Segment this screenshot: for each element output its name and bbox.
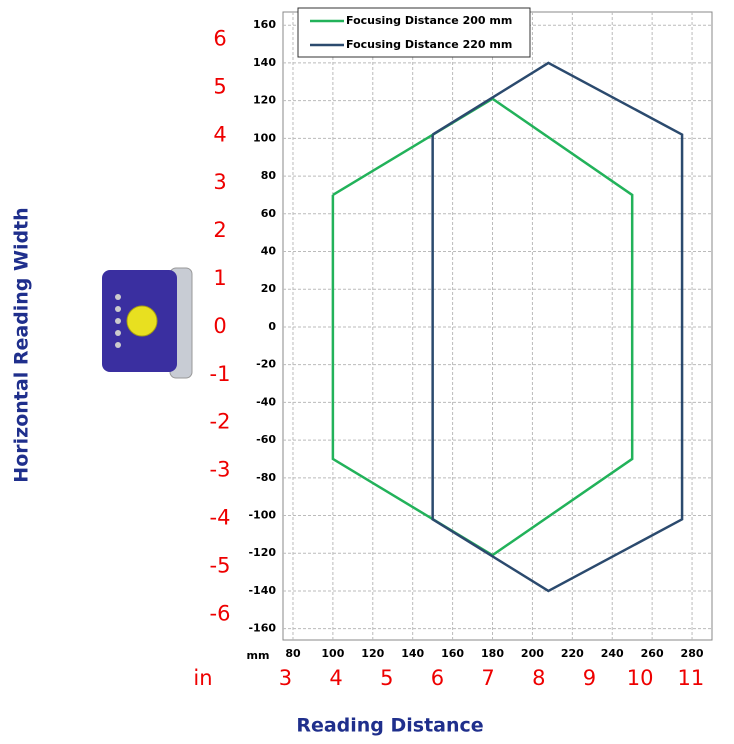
y-tick-label: 100	[253, 131, 276, 144]
x-inch-tick-label: 9	[583, 666, 596, 690]
y-tick-label: 0	[268, 320, 276, 333]
y-inch-tick-label: 2	[213, 218, 226, 242]
y-tick-label: -100	[248, 509, 276, 522]
x-inch-tick-label: 11	[677, 666, 704, 690]
y-inch-tick-label: 4	[213, 122, 226, 146]
x-inch-tick-label: 3	[279, 666, 292, 690]
y-tick-label: -140	[248, 584, 276, 597]
x-tick-label: 120	[361, 647, 384, 660]
y-tick-label: -20	[256, 358, 276, 371]
x-tick-label: 160	[441, 647, 464, 660]
legend-box	[297, 7, 531, 58]
plot-area	[282, 11, 713, 641]
series-line	[431, 61, 684, 593]
x-axis-title: Reading Distance	[296, 715, 483, 737]
y-inch-tick-label: -4	[210, 506, 231, 530]
x-tick-label: 180	[481, 647, 504, 660]
y-tick-label: 120	[253, 94, 276, 107]
y-tick-label: 60	[261, 207, 277, 220]
y-inch-tick-label: -2	[210, 410, 231, 434]
y-inch-tick-label: -5	[210, 553, 231, 577]
y-inch-tick-label: 3	[213, 170, 226, 194]
y-inch-tick-label: -1	[210, 362, 231, 386]
y-tick-label: 20	[261, 282, 277, 295]
y-tick-label: 40	[261, 245, 277, 258]
y-tick-label: 140	[253, 56, 276, 69]
x-inch-tick-label: 5	[380, 666, 393, 690]
x-tick-label: 140	[401, 647, 424, 660]
x-tick-label: 80	[285, 647, 301, 660]
y-inch-tick-label: 6	[213, 27, 226, 51]
y-inch-tick-label: 1	[213, 266, 226, 290]
x-tick-label: 200	[521, 647, 544, 660]
y-tick-label: 160	[253, 18, 276, 31]
device-icon	[102, 267, 193, 379]
y-tick-label: -160	[248, 622, 276, 635]
x-tick-label: 100	[321, 647, 344, 660]
y-tick-label: -60	[256, 433, 276, 446]
x-tick-label: 240	[601, 647, 624, 660]
x-tick-label: 220	[561, 647, 584, 660]
y-inch-tick-label: 5	[213, 74, 226, 98]
x-inch-tick-label: 8	[532, 666, 545, 690]
x-inch-tick-label: 6	[431, 666, 444, 690]
x-inch-tick-label: 10	[627, 666, 654, 690]
legend-label: Focusing Distance 200 mm	[346, 14, 512, 27]
y-axis-title: Horizontal Reading Width	[11, 207, 33, 482]
y-inch-tick-label: -6	[210, 601, 231, 625]
y-tick-label: -80	[256, 471, 276, 484]
y-tick-label: 80	[261, 169, 277, 182]
unit-mm: mm	[247, 649, 270, 662]
unit-in: in	[193, 666, 212, 690]
x-inch-tick-label: 4	[329, 666, 342, 690]
y-inch-tick-label: 0	[213, 314, 226, 338]
legend-label: Focusing Distance 220 mm	[346, 38, 512, 51]
x-tick-label: 260	[641, 647, 664, 660]
x-tick-label: 280	[681, 647, 704, 660]
x-inch-tick-label: 7	[481, 666, 494, 690]
y-tick-label: -40	[256, 395, 276, 408]
y-tick-label: -120	[248, 546, 276, 559]
y-inch-tick-label: -3	[210, 458, 231, 482]
